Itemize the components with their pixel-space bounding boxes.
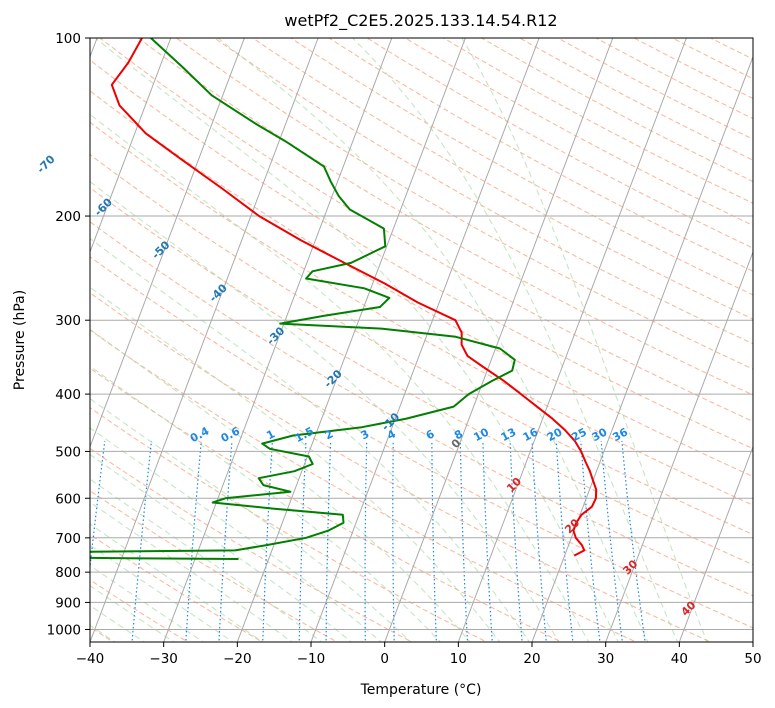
dry-adiabats: [90, 38, 753, 642]
y-axis-label: Pressure (hPa): [12, 290, 28, 390]
y-tick-label: 600: [55, 491, 81, 507]
y-tick-label: 500: [55, 444, 81, 460]
dry-adiabat-line: [90, 256, 753, 629]
y-tick-label: 200: [55, 209, 81, 225]
x-tick-label: −10: [297, 651, 326, 667]
dry-adiabat-line: [404, 38, 753, 227]
isotherm-line: [236, 38, 466, 642]
dry-adiabat-line: [90, 447, 414, 642]
isotherm-line: [163, 38, 393, 642]
moist-adiabat-line: [90, 286, 501, 642]
moist-adiabat-line: [94, 38, 619, 642]
dry-adiabat-line: [213, 38, 753, 345]
isotherm-line: [310, 38, 540, 642]
x-tick-label: −40: [76, 651, 105, 667]
y-tick-label: 900: [55, 595, 81, 611]
y-tick-label: 400: [55, 387, 81, 403]
moist-adiabat-line: [90, 501, 293, 642]
mixing-ratio-label: 25: [569, 425, 589, 444]
dry-adiabat-line: [90, 153, 753, 536]
moist-adiabat-line: [90, 478, 323, 642]
dry-adiabat-line: [137, 38, 753, 396]
plot-background: [90, 38, 753, 642]
dry-adiabat-line: [90, 406, 488, 642]
x-axis-label: Temperature (°C): [360, 682, 482, 698]
x-tick-label: 50: [744, 651, 761, 667]
dewpoint-trace: [90, 38, 516, 560]
x-tick-label: 30: [597, 651, 614, 667]
isotherm-line: [90, 38, 245, 449]
mixing-ratio-label: 30: [590, 425, 610, 444]
dry-adiabat-line: [90, 490, 339, 642]
moist-adiabat-line: [90, 427, 382, 642]
dry-adiabat-line: [175, 38, 753, 370]
x-tick-label: 10: [450, 651, 467, 667]
plot-frame: [89, 37, 754, 643]
chart-title: wetPf2_C2E5.2025.133.14.54.R12: [284, 11, 557, 31]
mixing-ratio-label: 36: [610, 425, 630, 444]
x-tick-label: −20: [223, 651, 252, 667]
isotherm-line: [531, 55, 753, 642]
isotherm-line: [752, 640, 753, 642]
mixing-ratio-label: 16: [521, 425, 541, 444]
moist-adiabat-line: [90, 523, 264, 642]
x-tick-label: −30: [149, 651, 178, 667]
y-tick-label: 700: [55, 531, 81, 547]
temperature-trace: [110, 38, 598, 557]
dry-adiabat-line: [90, 533, 264, 642]
isotherm-line: [678, 445, 753, 642]
y-tick-label: 1000: [47, 622, 81, 638]
dry-adiabat-line: [442, 38, 753, 204]
isotherm-line: [384, 38, 614, 642]
x-tick-label: 40: [671, 651, 688, 667]
x-tick-label: 20: [523, 651, 540, 667]
dry-adiabat-line: [90, 121, 753, 506]
y-tick-label: 300: [55, 313, 81, 329]
dry-adiabat-line: [90, 187, 753, 566]
dry-adiabat-line: [480, 38, 753, 183]
x-tick-label: 0: [380, 651, 389, 667]
dry-adiabat-line: [90, 367, 563, 642]
moist-adiabat-line: [90, 453, 353, 642]
isobars: [90, 38, 753, 630]
dry-adiabat-line: [251, 38, 753, 320]
y-axis: 100 200 300 400 500 600 700 800 900 1000: [47, 31, 90, 638]
dry-adiabat-line: [90, 90, 753, 478]
sounding-traces: [90, 38, 598, 560]
isotherm-line: [605, 250, 753, 642]
y-tick-label: 800: [55, 565, 81, 581]
isotherm-line: [90, 38, 172, 254]
isotherm-line: [457, 38, 687, 642]
moist-adiabat-line: [90, 180, 560, 642]
mixing-ratio-label: 13: [499, 425, 519, 444]
y-tick-label: 100: [55, 31, 81, 47]
moist-adiabat-line: [90, 365, 442, 642]
dry-adiabat-line: [90, 221, 753, 597]
mixing-ratio-label: 10: [471, 425, 491, 444]
moist-adiabat-line: [90, 544, 234, 642]
isotherm-label: -70: [34, 152, 57, 175]
moist-adiabat-line: [217, 38, 649, 642]
dry-adiabat-line: [90, 329, 638, 642]
x-axis: −40 −30 −20 −10 0 10 20 30 40 50: [76, 642, 762, 667]
mixing-ratio-label: 20: [545, 425, 565, 444]
moist-adiabat-line: [90, 113, 590, 642]
dry-adiabat-line: [366, 38, 753, 249]
